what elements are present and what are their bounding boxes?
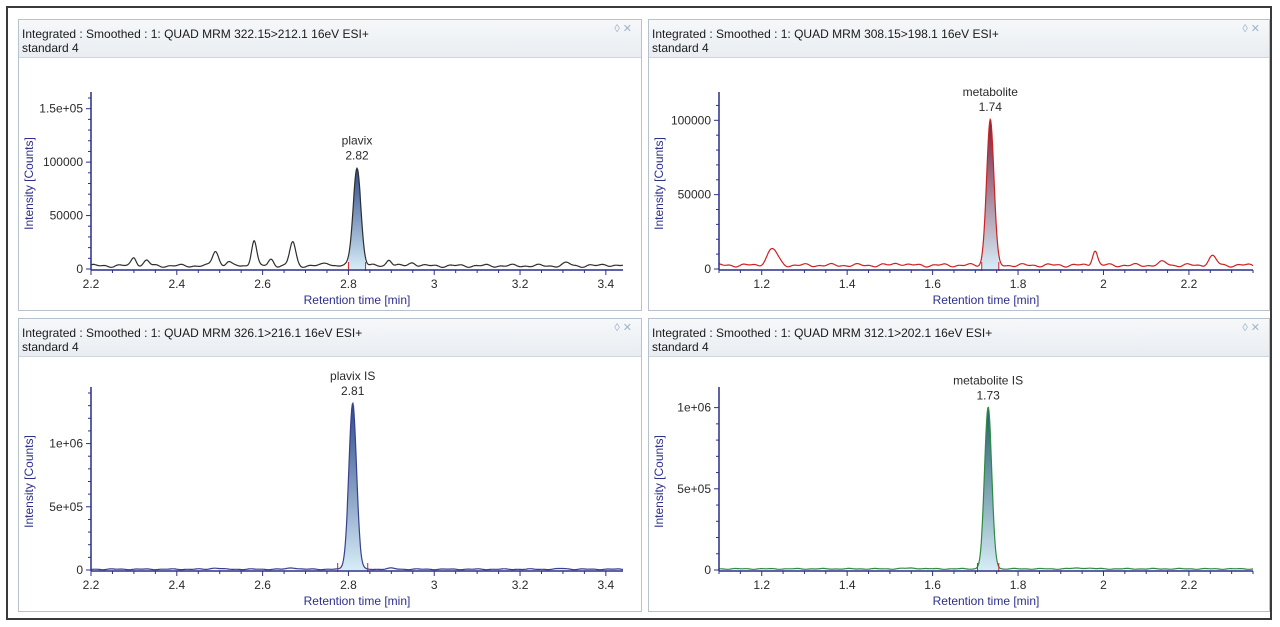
y-axis-label: Intensity [Counts] [652,435,666,528]
x-tick-label: 2.6 [254,578,271,592]
x-tick-label: 2 [1100,277,1107,291]
y-tick-label: 0 [76,563,83,577]
panel-title: Integrated : Smoothed : 1: QUAD MRM 312.… [652,326,993,340]
pin-icon[interactable]: ◊ [614,322,623,334]
x-tick-label: 2.2 [1181,277,1198,291]
pin-icon[interactable]: ◊ [614,23,623,35]
panel-subtitle: standard 4 [22,340,79,354]
x-tick-label: 3.4 [597,277,614,291]
y-axis-label: Intensity [Counts] [652,137,666,230]
panel-header: Integrated : Smoothed : 1: QUAD MRM 312.… [649,319,1269,357]
x-tick-label: 1.8 [1010,578,1027,592]
x-tick-label: 2.6 [254,277,271,291]
peak-name-label: metabolite [963,85,1019,99]
peak-name-label: metabolite IS [953,374,1023,388]
x-tick-label: 3 [431,277,438,291]
x-tick-label: 2.2 [1181,578,1198,592]
close-icon[interactable]: ✕ [622,322,635,334]
chromatogram-panel-plavix[interactable]: Integrated : Smoothed : 1: QUAD MRM 322.… [18,19,642,311]
x-tick-label: 2.8 [340,277,357,291]
peak-retention-time-label: 2.81 [341,384,365,398]
chromatogram-trace [718,117,1254,268]
y-axis-label: Intensity [Counts] [22,435,36,528]
x-axis-label: Retention time [min] [304,594,411,608]
x-tick-label: 3.2 [512,578,529,592]
y-tick-label: 5e+05 [677,482,711,496]
y-tick-label: 0 [76,262,83,276]
panel-controls: ◊✕ [614,321,635,334]
integrated-peak-area [977,407,999,570]
peak-name-label: plavix IS [330,369,375,383]
y-tick-label: 1e+06 [49,437,83,451]
close-icon[interactable]: ✕ [622,23,635,35]
panel-title: Integrated : Smoothed : 1: QUAD MRM 322.… [22,27,369,41]
y-tick-label: 50000 [50,209,84,223]
x-tick-label: 1.6 [924,277,941,291]
x-tick-label: 1.4 [839,277,856,291]
y-tick-label: 0 [704,262,711,276]
chromatogram-trace [718,406,1254,570]
x-tick-label: 3 [431,578,438,592]
panel-subtitle: standard 4 [652,41,709,55]
x-tick-label: 1.2 [753,277,770,291]
x-tick-label: 1.2 [753,578,770,592]
panel-title: Integrated : Smoothed : 1: QUAD MRM 308.… [652,27,999,41]
panel-controls: ◊✕ [1242,22,1263,35]
x-tick-label: 2.8 [340,578,357,592]
chart-plot-area: 0 50000 100000 1.5e+05 2.2 2.4 2.6 2.8 3 3.2 3.4 Re… [22,92,624,307]
y-tick-label: 5e+05 [49,500,83,514]
x-tick-label: 2.4 [168,578,185,592]
pin-icon[interactable]: ◊ [1242,23,1251,35]
x-axis-label: Retention time [min] [933,594,1040,608]
peak-name-label: plavix [342,133,373,147]
x-axis-label: Retention time [min] [933,293,1040,307]
y-tick-label: 100000 [671,113,711,127]
panel-title: Integrated : Smoothed : 1: QUAD MRM 326.… [22,326,363,340]
x-tick-label: 1.4 [839,578,856,592]
panel-controls: ◊✕ [614,22,635,35]
y-tick-label: 100000 [43,155,83,169]
panel-subtitle: standard 4 [652,340,709,354]
peak-retention-time-label: 1.73 [976,389,1000,403]
y-tick-label: 0 [704,563,711,577]
chromatogram-panel-metabolite-is[interactable]: Integrated : Smoothed : 1: QUAD MRM 312.… [648,318,1270,612]
x-tick-label: 2.2 [83,578,100,592]
peak-retention-time-label: 1.74 [979,100,1003,114]
y-tick-label: 50000 [678,188,712,202]
x-tick-label: 2.2 [83,277,100,291]
chart-plot-area: 0 5e+05 1e+06 2.2 2.4 2.6 2.8 3 3.2 3.4 Retention … [22,369,624,608]
pin-icon[interactable]: ◊ [1242,322,1251,334]
x-tick-label: 1.8 [1010,277,1027,291]
chromatogram-panel-plavix-is[interactable]: Integrated : Smoothed : 1: QUAD MRM 326.… [18,318,642,612]
x-tick-label: 2 [1100,578,1107,592]
panel-controls: ◊✕ [1242,321,1263,334]
y-tick-label: 1.5e+05 [39,102,83,116]
close-icon[interactable]: ✕ [1250,23,1263,35]
x-tick-label: 3.4 [597,578,614,592]
close-icon[interactable]: ✕ [1250,322,1263,334]
panel-header: Integrated : Smoothed : 1: QUAD MRM 308.… [649,20,1269,58]
peak-retention-time-label: 2.82 [345,148,369,162]
x-axis-label: Retention time [min] [304,293,411,307]
chromatogram-trace [90,167,624,268]
chromatogram-trace [90,401,624,571]
chart-plot-area: 0 50000 100000 1.2 1.4 1.6 1.8 2 2.2 Retention ti… [652,85,1254,307]
panel-header: Integrated : Smoothed : 1: QUAD MRM 322.… [19,20,641,58]
y-axis-label: Intensity [Counts] [22,137,36,230]
chart-plot-area: 0 5e+05 1e+06 1.2 1.4 1.6 1.8 2 2.2 Retention tim… [652,374,1254,608]
integrated-peak-area [348,168,366,269]
integrated-peak-area [337,403,368,570]
x-tick-label: 3.2 [512,277,529,291]
chromatogram-panel-metabolite[interactable]: Integrated : Smoothed : 1: QUAD MRM 308.… [648,19,1270,311]
panel-header: Integrated : Smoothed : 1: QUAD MRM 326.… [19,319,641,357]
integrated-peak-area [981,119,999,269]
panel-subtitle: standard 4 [22,41,79,55]
x-tick-label: 2.4 [168,277,185,291]
x-tick-label: 1.6 [924,578,941,592]
y-tick-label: 1e+06 [677,401,711,415]
